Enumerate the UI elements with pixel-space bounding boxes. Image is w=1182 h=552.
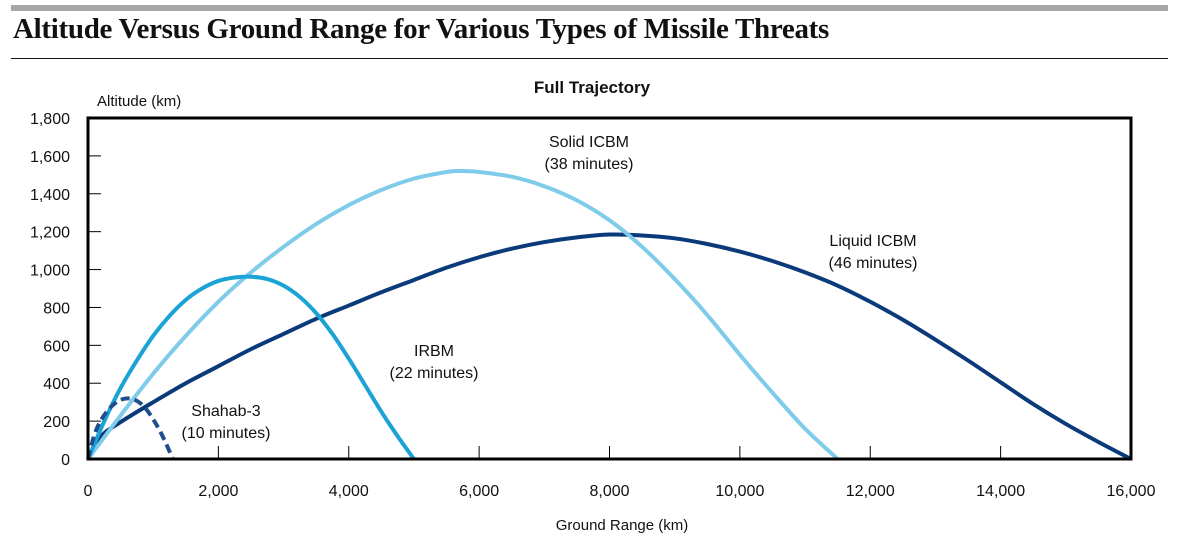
x-tick-label: 16,000: [1107, 483, 1156, 500]
y-tick-label: 1,800: [30, 111, 70, 128]
x-tick-label: 8,000: [589, 483, 629, 500]
x-tick-label: 14,000: [976, 483, 1025, 500]
series-label-liquid-icbm: Liquid ICBM: [829, 233, 916, 250]
series-duration-irbm: (22 minutes): [390, 365, 479, 382]
x-tick-label: 4,000: [329, 483, 369, 500]
x-tick-label: 2,000: [198, 483, 238, 500]
x-tick-label: 6,000: [459, 483, 499, 500]
series-duration-liquid-icbm: (46 minutes): [829, 255, 918, 272]
series-line-shahab-3: [86, 396, 175, 460]
y-tick-label: 800: [43, 300, 70, 317]
series-label-solid-icbm: Solid ICBM: [549, 134, 629, 151]
y-tick-label: 400: [43, 376, 70, 393]
y-tick-label: 1,400: [30, 187, 70, 204]
y-tick-label: 1,000: [30, 263, 70, 280]
series-duration-shahab-3: (10 minutes): [182, 425, 271, 442]
y-tick-label: 200: [43, 414, 70, 431]
x-tick-label: 10,000: [715, 483, 764, 500]
series-duration-solid-icbm: (38 minutes): [545, 156, 634, 173]
y-tick-label: 0: [61, 452, 70, 469]
y-tick-label: 600: [43, 338, 70, 355]
series-line-irbm: [86, 274, 416, 461]
top-decorative-bar: [11, 5, 1168, 11]
series-line-liquid-icbm: [86, 232, 1132, 461]
plot-frame: [86, 116, 1133, 461]
series-line-solid-icbm: [86, 169, 840, 461]
figure-title: Altitude Versus Ground Range for Various…: [13, 13, 829, 45]
series-label-shahab-3: Shahab-3: [191, 403, 260, 420]
y-tick-label: 1,600: [30, 149, 70, 166]
chart-title: Full Trajectory: [534, 78, 651, 97]
y-axis-label: Altitude (km): [97, 93, 181, 110]
x-tick-label: 0: [84, 483, 93, 500]
x-axis-label: Ground Range (km): [556, 517, 689, 534]
y-tick-label: 1,200: [30, 225, 70, 242]
x-tick-label: 12,000: [846, 483, 895, 500]
series-label-irbm: IRBM: [414, 343, 454, 360]
title-divider: [11, 58, 1168, 59]
